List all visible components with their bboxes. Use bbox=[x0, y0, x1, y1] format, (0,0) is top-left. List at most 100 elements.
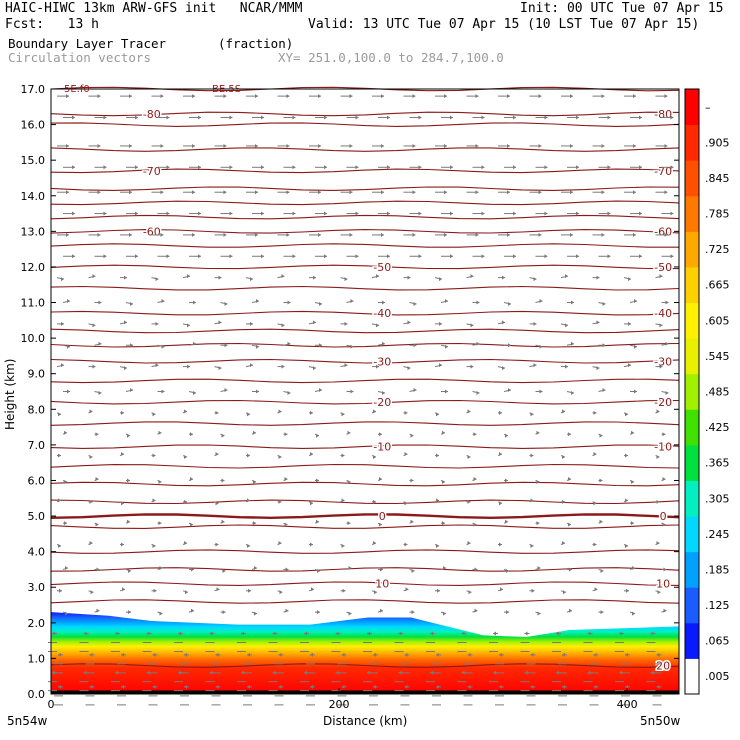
wind-vector-head bbox=[407, 320, 411, 325]
wind-vector-head bbox=[481, 115, 485, 120]
wind-vector-head bbox=[376, 364, 379, 369]
contour-line bbox=[50, 463, 680, 469]
y-tick-label: 2.0 bbox=[28, 617, 46, 630]
wind-vector-head bbox=[439, 277, 442, 282]
wind-vector-head bbox=[129, 143, 132, 148]
wind-vector-head bbox=[185, 590, 188, 595]
wind-vector-head bbox=[387, 254, 390, 259]
wind-vector-head bbox=[89, 499, 93, 504]
wind-vector-head bbox=[587, 631, 591, 636]
wind-vector-head bbox=[96, 608, 100, 613]
wind-vector-head bbox=[665, 300, 669, 305]
wind-vector-head bbox=[344, 321, 348, 326]
wind-vector-head bbox=[443, 611, 446, 616]
wind-vector-head bbox=[587, 670, 591, 675]
wind-vector-head bbox=[569, 608, 572, 613]
wind-vector-head bbox=[507, 190, 510, 195]
y-tick-label: 12.0 bbox=[21, 261, 46, 274]
wind-vector-head bbox=[310, 501, 313, 506]
wind-vector-head bbox=[379, 432, 382, 437]
colorbar-label: .425 bbox=[705, 421, 730, 434]
wind-vector-head bbox=[350, 344, 354, 349]
wind-vector-head bbox=[665, 391, 669, 395]
wind-vector-head bbox=[72, 254, 75, 259]
wind-vector-head bbox=[95, 432, 99, 437]
wind-vector-head bbox=[92, 364, 96, 369]
wind-vector-head bbox=[229, 165, 233, 170]
y-tick-label: 7.0 bbox=[28, 439, 46, 452]
wind-vector-head bbox=[83, 631, 87, 636]
wind-vector-head bbox=[278, 652, 282, 657]
wind-vector-head bbox=[178, 670, 181, 675]
wind-vector-head bbox=[468, 590, 472, 595]
wind-vector-head bbox=[404, 410, 408, 415]
wind-vector-head bbox=[92, 323, 96, 328]
wind-vector-head bbox=[344, 363, 348, 368]
wind-vector-head bbox=[215, 410, 219, 415]
wind-vector-head bbox=[374, 590, 377, 595]
wind-vector-head bbox=[215, 452, 219, 457]
contour-line bbox=[50, 243, 679, 248]
wind-vector-head bbox=[538, 190, 542, 195]
wind-vector-head bbox=[98, 391, 102, 395]
wind-vector-head bbox=[209, 670, 213, 675]
wind-vector-head bbox=[184, 409, 187, 414]
wind-vector-head bbox=[158, 479, 162, 484]
colorbar-label: .125 bbox=[705, 599, 730, 612]
wind-vector-head bbox=[445, 344, 448, 349]
wind-vector-head bbox=[152, 453, 156, 458]
wind-vector-head bbox=[253, 521, 256, 526]
wind-vector-head bbox=[444, 190, 447, 195]
wind-vector-head bbox=[348, 565, 352, 570]
wind-vector-head bbox=[500, 587, 503, 592]
wind-vector-head bbox=[187, 364, 190, 369]
wind-vector-head bbox=[505, 478, 508, 483]
contour-line-labeled bbox=[50, 444, 680, 449]
y-tick-label: 0.0 bbox=[28, 688, 46, 701]
wind-vector-head bbox=[380, 608, 383, 613]
wind-vector-head bbox=[634, 299, 637, 304]
colorbar-label: .065 bbox=[705, 635, 730, 648]
wind-vector-head bbox=[565, 323, 568, 328]
wind-vector-head bbox=[130, 302, 133, 307]
wind-vector-head bbox=[166, 115, 170, 120]
wind-vector-head bbox=[222, 610, 226, 615]
wind-vector-head bbox=[404, 542, 408, 547]
wind-vector-head bbox=[313, 320, 316, 325]
wind-vector-head bbox=[89, 409, 93, 414]
wind-vector-head bbox=[418, 254, 422, 259]
wind-vector-head bbox=[570, 232, 573, 237]
wind-vector-head bbox=[285, 608, 289, 613]
wind-vector-head bbox=[436, 412, 439, 417]
wind-vector-head bbox=[436, 652, 439, 657]
wind-vector-head bbox=[381, 190, 384, 195]
wind-vector-head bbox=[191, 567, 194, 572]
contour-line-labeled bbox=[50, 358, 680, 364]
wind-vector-head bbox=[625, 412, 628, 417]
contour-label: -60 bbox=[654, 225, 672, 238]
wind-vector-head bbox=[379, 522, 382, 527]
wind-vector-head bbox=[127, 433, 130, 438]
wind-vector-head bbox=[98, 300, 102, 305]
wind-vector-head bbox=[192, 232, 195, 237]
wind-vector-head bbox=[632, 611, 635, 616]
wind-vector-head bbox=[66, 190, 69, 195]
wind-vector-head bbox=[544, 165, 548, 170]
wind-vector-head bbox=[570, 94, 573, 99]
contour-line bbox=[50, 186, 680, 191]
contour-label: -50 bbox=[654, 261, 672, 274]
wind-vector-head bbox=[341, 412, 345, 417]
contour-label: -80 bbox=[654, 108, 672, 121]
colorbar-label: .665 bbox=[705, 279, 730, 292]
wind-vector-head bbox=[250, 277, 253, 282]
wind-vector-head bbox=[562, 541, 565, 546]
wind-vector-head bbox=[278, 499, 282, 504]
wind-vector-head bbox=[639, 211, 642, 216]
wind-vector-head bbox=[506, 610, 509, 615]
wind-vector-head bbox=[405, 587, 409, 592]
wind-vector-head bbox=[72, 115, 75, 120]
wind-vector-head bbox=[373, 409, 376, 414]
colorbar-label: .305 bbox=[705, 492, 730, 505]
wind-vector-head bbox=[439, 321, 442, 326]
wind-vector-head bbox=[602, 388, 606, 392]
